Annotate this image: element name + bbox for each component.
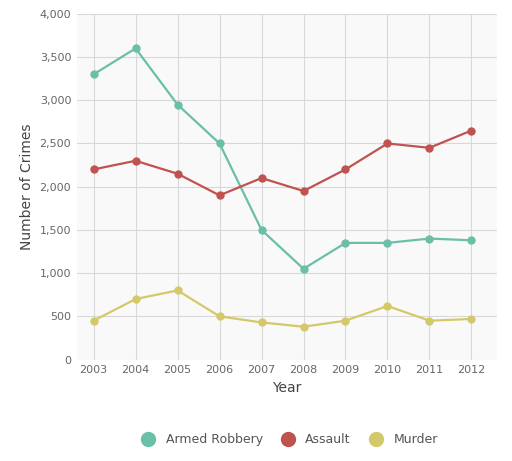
Y-axis label: Number of Crimes: Number of Crimes xyxy=(20,124,34,250)
Legend: Armed Robbery, Assault, Murder: Armed Robbery, Assault, Murder xyxy=(131,428,443,451)
X-axis label: Year: Year xyxy=(272,381,302,395)
